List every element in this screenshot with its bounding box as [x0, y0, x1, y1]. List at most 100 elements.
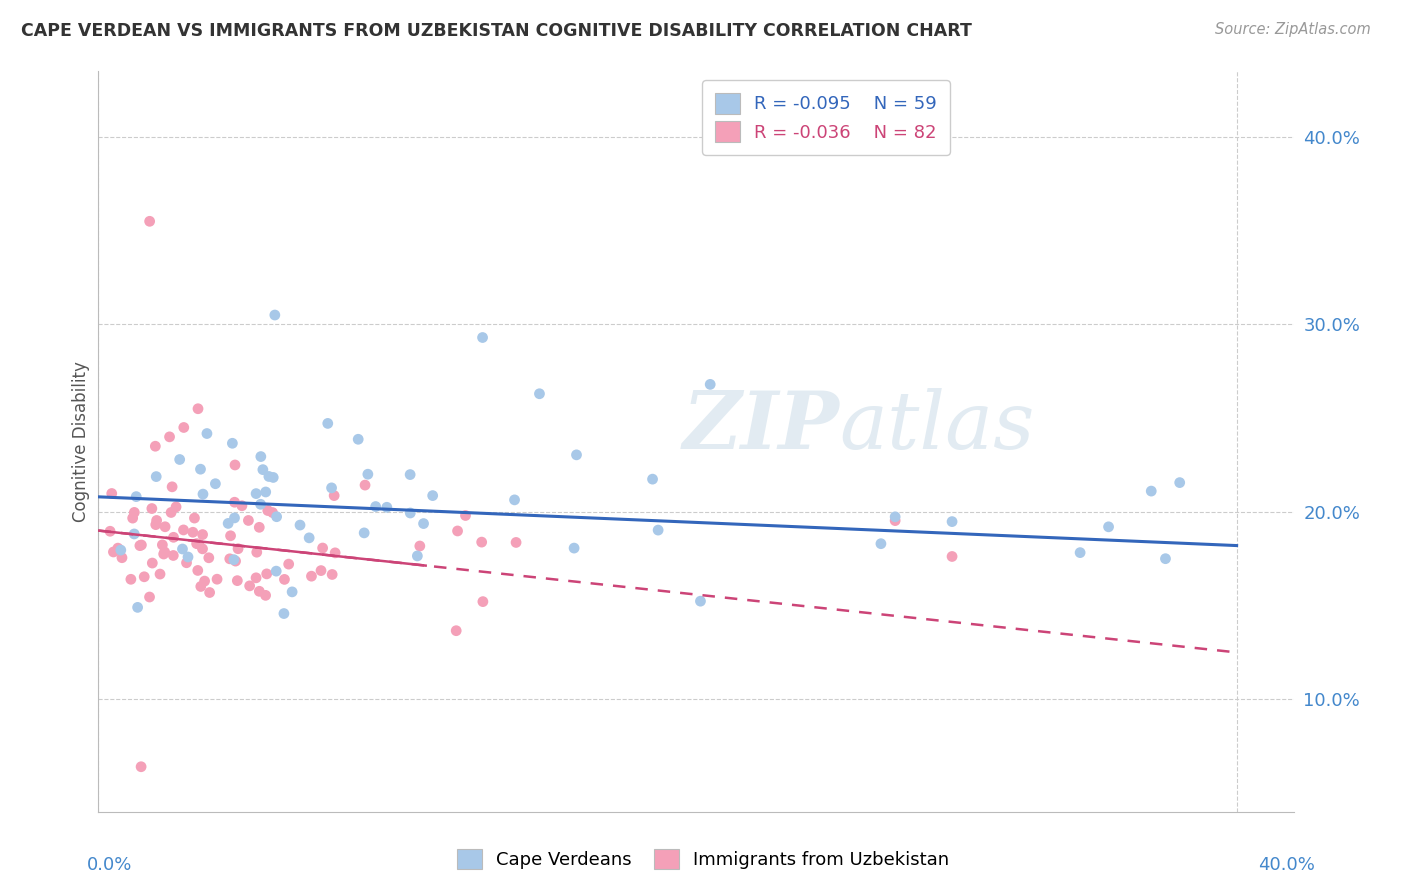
Point	[245, 486, 267, 500]
Point	[176, 556, 198, 570]
Point	[149, 567, 172, 582]
Point	[226, 541, 249, 556]
Point	[187, 564, 209, 578]
Point	[141, 556, 163, 570]
Point	[187, 401, 209, 416]
Point	[153, 520, 176, 534]
Point	[181, 525, 204, 540]
Point	[177, 549, 200, 564]
Point	[186, 536, 208, 550]
Point	[221, 436, 243, 450]
Point	[198, 585, 221, 599]
Text: CAPE VERDEAN VS IMMIGRANTS FROM UZBEKISTAN COGNITIVE DISABILITY CORRELATION CHAR: CAPE VERDEAN VS IMMIGRANTS FROM UZBEKIST…	[21, 22, 972, 40]
Point	[187, 537, 209, 551]
Point	[471, 594, 494, 608]
Point	[127, 600, 149, 615]
Point	[173, 523, 195, 537]
Point	[165, 500, 187, 514]
Point	[191, 541, 214, 556]
Point	[301, 569, 323, 583]
Point	[353, 525, 375, 540]
Point	[252, 463, 274, 477]
Point	[191, 487, 214, 501]
Point	[145, 513, 167, 527]
Point	[262, 470, 284, 484]
Point	[562, 541, 585, 555]
Point	[263, 308, 285, 322]
Point	[1140, 484, 1163, 499]
Point	[218, 551, 240, 566]
Point	[321, 567, 343, 582]
Point	[138, 214, 160, 228]
Point	[246, 545, 269, 559]
Point	[454, 508, 477, 523]
Point	[173, 420, 195, 434]
Point	[273, 607, 295, 621]
Text: ZIP: ZIP	[682, 388, 839, 466]
Point	[884, 509, 907, 524]
Point	[121, 511, 143, 525]
Point	[162, 549, 184, 563]
Point	[1168, 475, 1191, 490]
Point	[262, 506, 284, 520]
Point	[100, 486, 122, 500]
Point	[141, 501, 163, 516]
Text: 0.0%: 0.0%	[87, 856, 132, 874]
Point	[128, 539, 150, 553]
Point	[422, 489, 444, 503]
Point	[323, 489, 346, 503]
Point	[145, 469, 167, 483]
Point	[222, 552, 245, 566]
Point	[311, 541, 333, 555]
Point	[941, 549, 963, 564]
Point	[247, 584, 270, 599]
Point	[195, 426, 218, 441]
Point	[124, 505, 146, 519]
Point	[183, 511, 205, 525]
Point	[131, 538, 153, 552]
Point	[120, 572, 142, 586]
Point	[224, 511, 246, 525]
Point	[298, 531, 321, 545]
Point	[138, 590, 160, 604]
Text: atlas: atlas	[839, 388, 1035, 466]
Point	[160, 506, 183, 520]
Point	[266, 509, 288, 524]
Point	[217, 516, 239, 531]
Point	[277, 557, 299, 571]
Point	[231, 499, 253, 513]
Point	[160, 480, 183, 494]
Point	[111, 550, 134, 565]
Point	[347, 432, 370, 446]
Point	[103, 545, 125, 559]
Point	[191, 527, 214, 541]
Point	[172, 541, 194, 556]
Point	[238, 513, 260, 527]
Point	[529, 386, 551, 401]
Point	[225, 554, 247, 568]
Point	[150, 538, 173, 552]
Point	[641, 472, 664, 486]
Point	[256, 566, 278, 581]
Point	[254, 485, 277, 500]
Point	[143, 439, 166, 453]
Point	[226, 574, 249, 588]
Point	[190, 579, 212, 593]
Legend: Cape Verdeans, Immigrants from Uzbekistan: Cape Verdeans, Immigrants from Uzbekista…	[447, 839, 959, 879]
Point	[323, 546, 346, 560]
Point	[198, 550, 221, 565]
Point	[884, 514, 907, 528]
Point	[399, 467, 422, 482]
Point	[98, 524, 121, 539]
Point	[224, 458, 246, 472]
Point	[219, 529, 242, 543]
Point	[125, 490, 148, 504]
Text: 40.0%: 40.0%	[1258, 856, 1315, 874]
Point	[647, 523, 669, 537]
Point	[412, 516, 434, 531]
Point	[399, 506, 422, 520]
Point	[273, 573, 295, 587]
Point	[107, 541, 129, 556]
Point	[281, 585, 304, 599]
Point	[190, 462, 212, 476]
